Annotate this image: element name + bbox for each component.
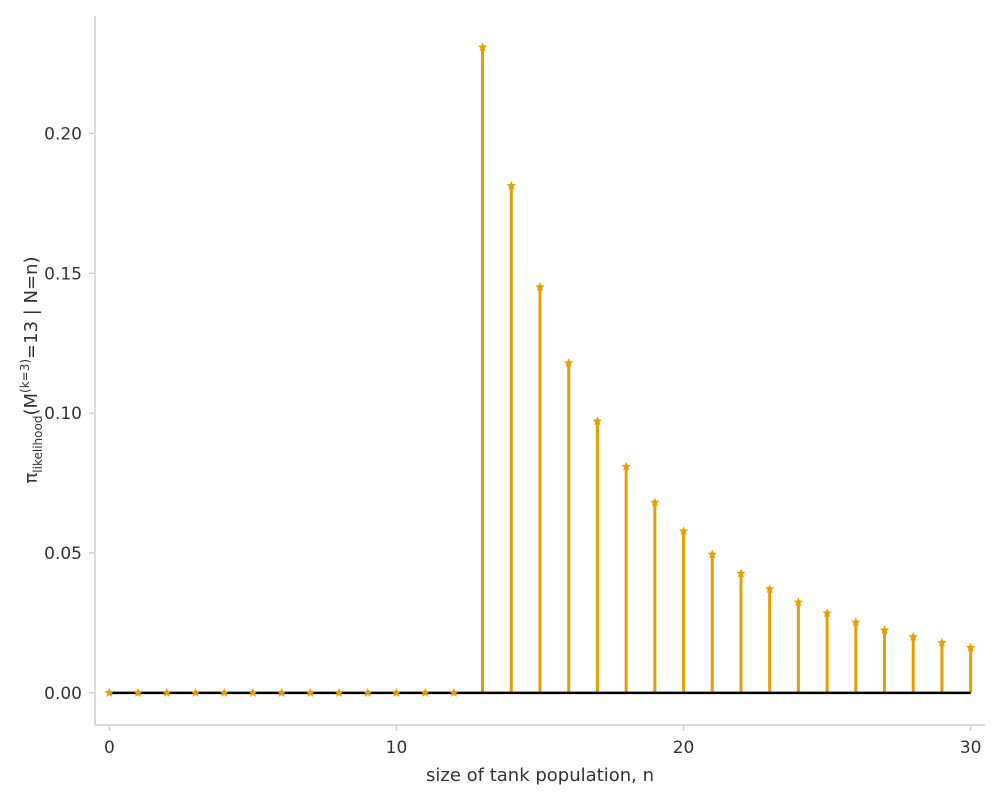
y-axis-title-arg-close: =13 | N=n) — [21, 256, 42, 358]
y-tick-label: 0.10 — [44, 404, 82, 424]
data-point — [678, 526, 689, 536]
y-tick-label: 0.00 — [44, 684, 82, 704]
data-point — [793, 597, 804, 607]
data-point — [937, 637, 947, 647]
x-tick-label: 0 — [104, 738, 115, 758]
y-ticks: 0.00 0.05 0.10 0.15 0.20 — [44, 124, 95, 704]
data-point — [391, 687, 402, 697]
data-point — [334, 687, 344, 697]
data-point — [305, 687, 316, 697]
data-point — [506, 180, 517, 190]
y-axis-title-arg-sup: (k=3) — [18, 359, 32, 393]
y-axis-title-base: π — [21, 473, 42, 484]
data-point — [420, 687, 430, 697]
data-point — [908, 631, 918, 641]
data-point — [621, 461, 631, 471]
data-point — [592, 416, 603, 426]
y-axis-title: πlikelihood(M(k=3)=13 | N=n) — [18, 256, 45, 483]
y-tick-label: 0.05 — [44, 544, 82, 564]
y-axis-title-arg-open: (M — [21, 393, 42, 416]
data-point — [535, 282, 545, 292]
data-point — [851, 617, 861, 627]
y-tick-label: 0.15 — [44, 264, 82, 284]
x-tick-label: 30 — [960, 738, 982, 758]
data-point — [248, 687, 258, 697]
data-point — [477, 42, 488, 52]
data-point — [362, 687, 373, 697]
data-point — [449, 687, 459, 697]
data-point — [650, 497, 660, 507]
x-tick-label: 10 — [386, 738, 408, 758]
data-point — [736, 568, 746, 578]
data-point — [707, 549, 718, 559]
x-axis-title: size of tank population, n — [426, 765, 654, 786]
stems — [481, 47, 973, 693]
data-point — [764, 584, 775, 594]
data-point — [219, 687, 229, 697]
data-point — [104, 687, 115, 697]
x-tick-label: 20 — [673, 738, 695, 758]
x-ticks: 0 10 20 30 — [104, 725, 982, 758]
data-point — [965, 642, 976, 652]
markers — [104, 42, 976, 697]
y-tick-label: 0.20 — [44, 124, 82, 144]
data-point — [879, 625, 890, 635]
data-point — [563, 358, 574, 368]
data-point — [133, 687, 143, 697]
plot-area: 0.00 0.05 0.10 0.15 0.20 0 10 20 30 — [44, 16, 985, 758]
data-point — [190, 687, 201, 697]
data-point — [276, 687, 287, 697]
y-axis-title-base-sub: likelihood — [31, 416, 45, 473]
data-point — [162, 687, 172, 697]
data-point — [822, 608, 832, 618]
